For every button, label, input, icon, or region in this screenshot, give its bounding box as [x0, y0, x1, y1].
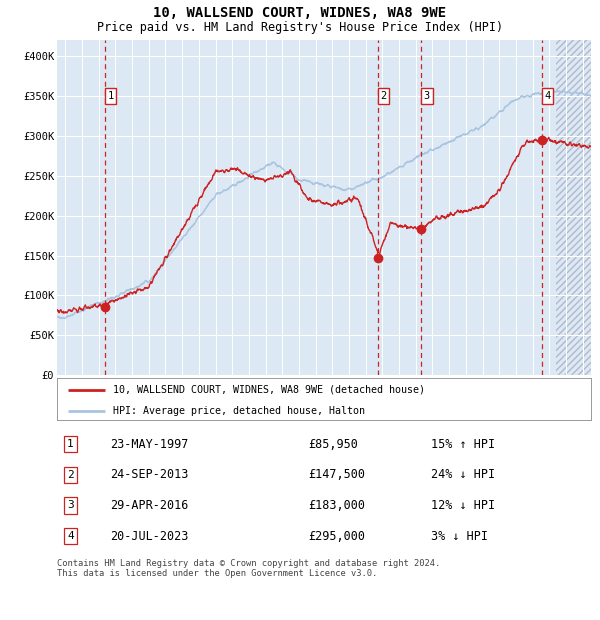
Text: 1: 1 [67, 439, 74, 449]
Text: £147,500: £147,500 [308, 468, 365, 481]
Text: 15% ↑ HPI: 15% ↑ HPI [431, 438, 495, 451]
Text: 2: 2 [380, 91, 386, 101]
Text: 10, WALLSEND COURT, WIDNES, WA8 9WE (detached house): 10, WALLSEND COURT, WIDNES, WA8 9WE (det… [113, 384, 425, 394]
Text: Price paid vs. HM Land Registry's House Price Index (HPI): Price paid vs. HM Land Registry's House … [97, 21, 503, 34]
Text: HPI: Average price, detached house, Halton: HPI: Average price, detached house, Halt… [113, 406, 365, 416]
Text: 24-SEP-2013: 24-SEP-2013 [110, 468, 189, 481]
Text: 20-JUL-2023: 20-JUL-2023 [110, 529, 189, 542]
Text: 3: 3 [424, 91, 430, 101]
Text: 3% ↓ HPI: 3% ↓ HPI [431, 529, 488, 542]
Text: 3: 3 [67, 500, 74, 510]
Text: £183,000: £183,000 [308, 499, 365, 512]
Text: 23-MAY-1997: 23-MAY-1997 [110, 438, 189, 451]
Text: £85,950: £85,950 [308, 438, 358, 451]
Text: 4: 4 [67, 531, 74, 541]
Text: 1: 1 [107, 91, 114, 101]
Text: 12% ↓ HPI: 12% ↓ HPI [431, 499, 495, 512]
Text: 24% ↓ HPI: 24% ↓ HPI [431, 468, 495, 481]
Text: 4: 4 [544, 91, 550, 101]
Text: 10, WALLSEND COURT, WIDNES, WA8 9WE: 10, WALLSEND COURT, WIDNES, WA8 9WE [154, 6, 446, 20]
Text: 29-APR-2016: 29-APR-2016 [110, 499, 189, 512]
Text: Contains HM Land Registry data © Crown copyright and database right 2024.
This d: Contains HM Land Registry data © Crown c… [57, 559, 440, 578]
Text: 2: 2 [67, 470, 74, 480]
Text: £295,000: £295,000 [308, 529, 365, 542]
